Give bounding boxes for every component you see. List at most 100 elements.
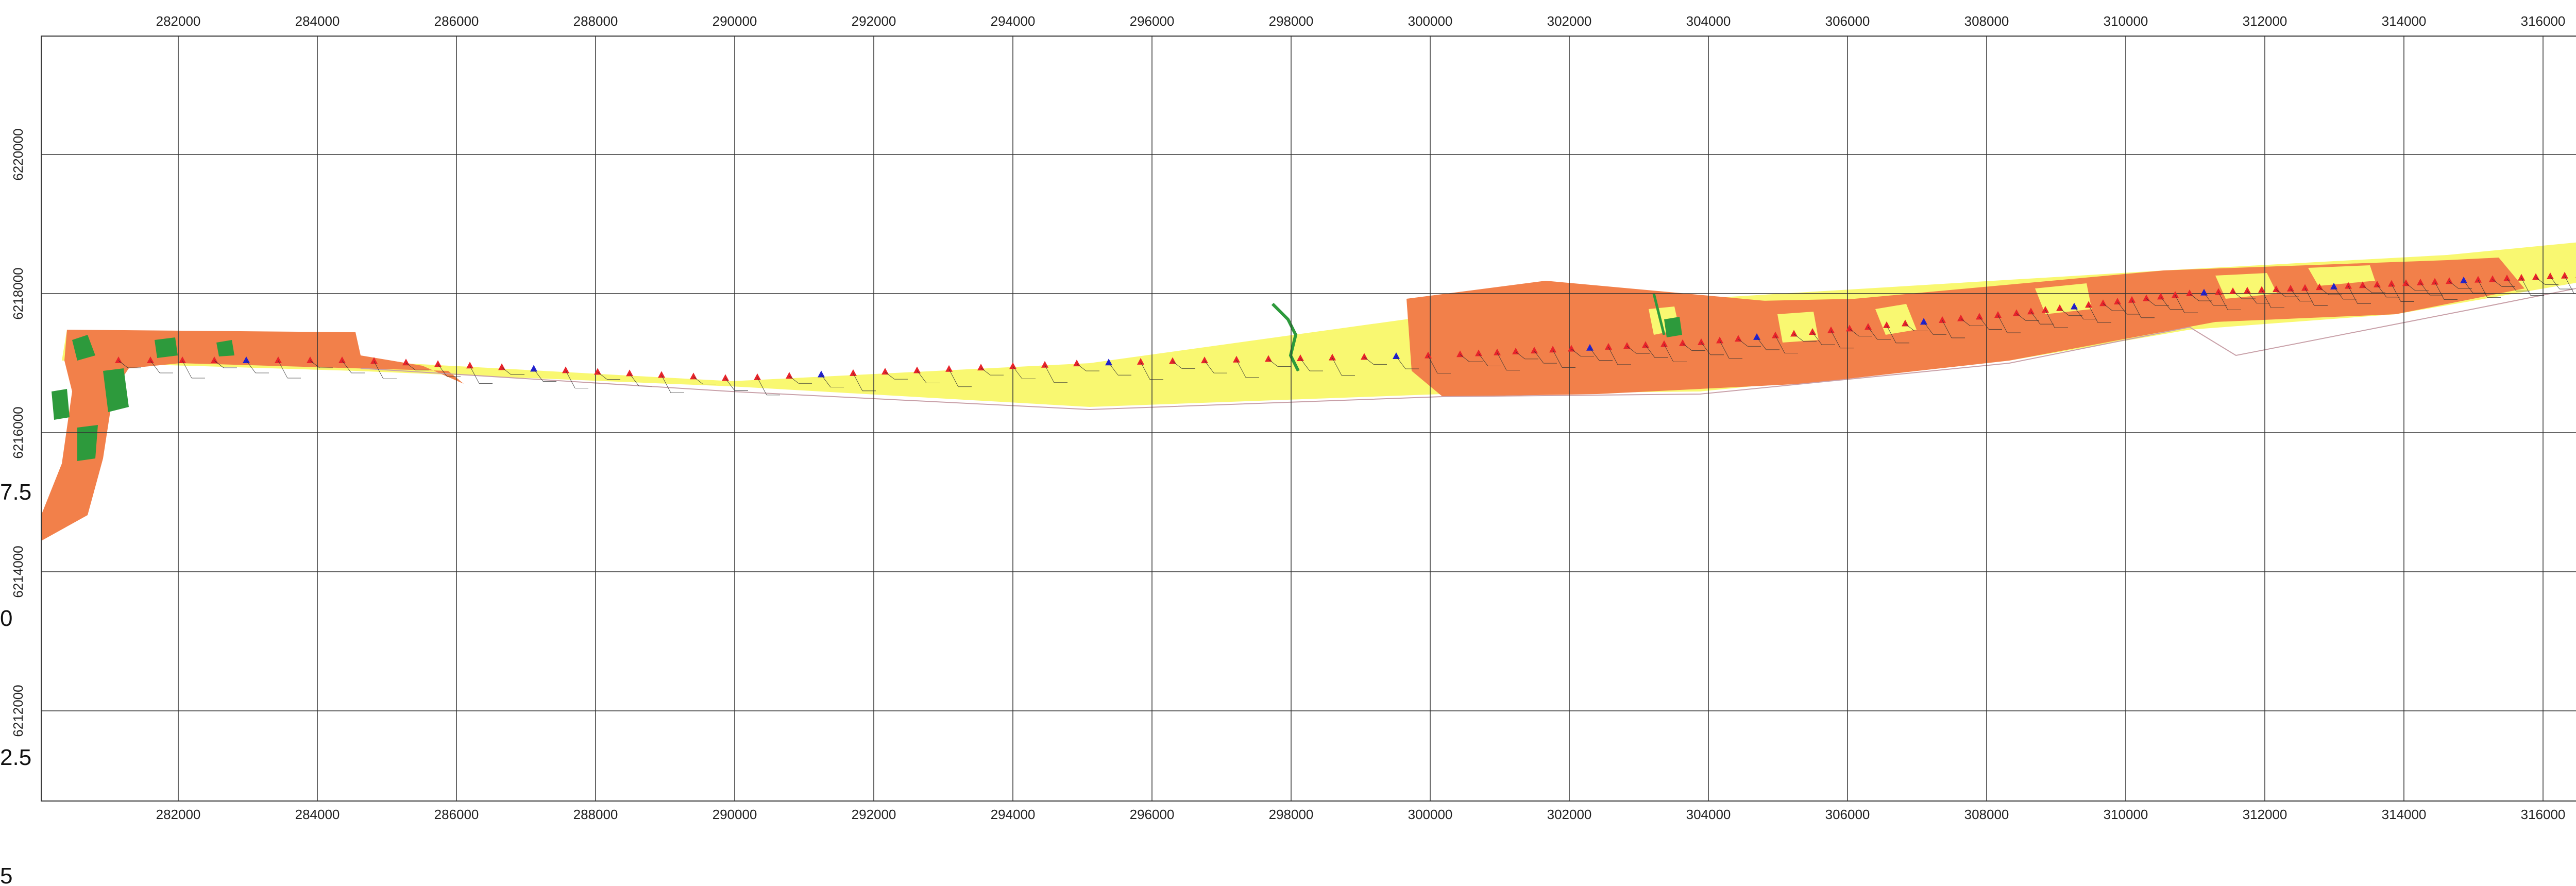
x-tick-label-top: 282000	[156, 13, 201, 29]
x-tick-label-top: 316000	[2521, 13, 2566, 29]
leader-line	[1108, 362, 1118, 376]
survey-point-red	[211, 356, 218, 363]
survey-point-red	[2388, 280, 2395, 287]
survey-point-red	[2042, 306, 2049, 313]
survey-point-red	[658, 371, 665, 378]
survey-point-blue	[1753, 333, 1760, 340]
leader-line	[2030, 311, 2041, 325]
x-tick-label-bottom: 308000	[1964, 807, 2009, 822]
leader-line	[1756, 337, 1767, 350]
coordinate-grid	[41, 36, 2576, 802]
leader-line	[342, 360, 352, 373]
vegetation-patch	[155, 337, 178, 358]
survey-point-red	[1772, 331, 1779, 338]
x-tick-label-top: 284000	[295, 13, 340, 29]
leader-line	[2506, 278, 2517, 292]
survey-point-red	[275, 356, 282, 363]
survey-boundary	[360, 287, 2576, 411]
survey-point-red	[402, 359, 410, 366]
survey-point-red	[1169, 357, 1176, 364]
survey-point-red	[1531, 347, 1538, 354]
leader-line	[1886, 325, 1896, 344]
y-tick-label-left: 6212000	[10, 685, 26, 737]
leader-line	[1831, 330, 1841, 348]
leader-line	[2276, 289, 2286, 297]
x-tick-label-bottom: 310000	[2104, 807, 2148, 822]
leader-line	[2434, 282, 2445, 300]
survey-point-red	[1456, 350, 1464, 357]
x-tick-label-top: 286000	[434, 13, 479, 29]
survey-point-red	[1329, 353, 1336, 361]
survey-point-blue	[2071, 302, 2078, 310]
leader-line	[1645, 345, 1655, 358]
leader-line	[2261, 290, 2272, 308]
survey-point-red	[2446, 277, 2453, 284]
leader-line	[1460, 354, 1470, 362]
survey-point-red	[594, 368, 601, 375]
leader-line	[565, 370, 575, 388]
leader-line	[2290, 288, 2300, 302]
survey-point-red	[1994, 311, 2002, 318]
leader-line	[2146, 298, 2156, 306]
x-tick-label-bottom: 316000	[2521, 807, 2566, 822]
x-tick-label-top: 296000	[1130, 13, 1175, 29]
survey-point-red	[1660, 340, 1668, 347]
left-edge-label: 0	[0, 606, 12, 631]
survey-point-red	[2172, 291, 2179, 298]
x-tick-label-top: 292000	[852, 13, 896, 29]
survey-point-red	[1512, 347, 1519, 354]
leader-line	[2016, 313, 2026, 321]
survey-point-red	[498, 363, 505, 370]
survey-point-red	[2345, 282, 2352, 289]
survey-point-red	[1297, 354, 1304, 362]
survey-point-red	[115, 356, 122, 363]
leader-line	[2550, 276, 2560, 289]
leader-line	[1552, 350, 1563, 368]
survey-point-red	[2547, 272, 2554, 280]
x-tick-label-bottom: 282000	[156, 807, 201, 822]
y-tick-label-left: 6218000	[10, 267, 26, 319]
survey-point-red	[562, 366, 569, 373]
x-tick-label-top: 288000	[573, 13, 618, 29]
survey-point-red	[1137, 357, 1144, 365]
survey-point-red	[1642, 341, 1649, 348]
survey-point-red	[1865, 323, 1872, 330]
leader-line	[1849, 329, 1859, 336]
leader-line	[2333, 286, 2344, 300]
survey-point-blue	[2460, 276, 2467, 283]
leader-line	[2131, 300, 2142, 318]
leader-line	[1868, 327, 1878, 340]
leader-line	[437, 364, 448, 377]
survey-point-red	[2157, 293, 2164, 300]
leader-line	[1332, 357, 1342, 376]
vegetation-patch	[72, 335, 95, 361]
x-tick-label-bottom: 290000	[713, 807, 757, 822]
leader-line	[2045, 310, 2055, 328]
leader-line	[246, 360, 256, 373]
leader-line	[1497, 352, 1507, 370]
river-line	[1652, 293, 1666, 335]
survey-point-red	[2489, 275, 2496, 282]
leader-line	[182, 360, 192, 379]
x-tick-label-bottom: 298000	[1269, 807, 1314, 822]
leader-line	[948, 369, 959, 387]
leader-line	[661, 375, 671, 393]
survey-point-red	[338, 356, 346, 363]
leader-line	[1534, 350, 1544, 364]
survey-point-red	[370, 357, 378, 364]
leader-line	[2420, 282, 2430, 296]
survey-point-red	[1790, 330, 1798, 337]
leader-line	[2204, 293, 2214, 305]
leader-line	[405, 362, 416, 370]
vegetation-patch	[52, 389, 70, 420]
survey-point-red	[2027, 308, 2035, 315]
leader-line	[1626, 346, 1637, 354]
survey-point-red	[2316, 283, 2323, 291]
leader-line	[597, 372, 607, 380]
x-tick-label-bottom: 314000	[2382, 807, 2427, 822]
survey-point-red	[1939, 316, 1946, 323]
x-tick-label-bottom: 312000	[2243, 807, 2287, 822]
survey-point-red	[1698, 338, 1705, 345]
survey-point-red	[1549, 346, 1556, 353]
